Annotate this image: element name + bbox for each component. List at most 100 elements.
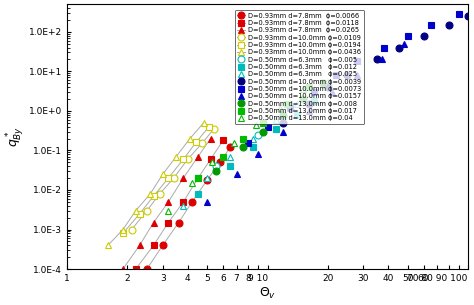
Line: D=0.50mm d=10.0mm ϕ=0.0039: D=0.50mm d=10.0mm ϕ=0.0039	[280, 13, 472, 126]
D=0.93mm d=7.8mm  ϕ=0.0118	[181, 200, 186, 204]
Line: D=0.93mm d=10.0mm ϕ=0.0194: D=0.93mm d=10.0mm ϕ=0.0194	[119, 123, 212, 237]
D=0.50mm d=6.3mm   ϕ=0.012	[227, 164, 233, 168]
D=0.50mm d=10.0mm ϕ=0.0073	[405, 34, 410, 38]
Y-axis label: $q^*_{By}$: $q^*_{By}$	[4, 126, 26, 147]
D=0.50mm d=13.0mm ϕ=0.017	[306, 85, 311, 89]
D=0.50mm d=6.3mm   ϕ=0.025	[273, 118, 279, 121]
D=0.50mm d=10.0mm ϕ=0.0073	[333, 74, 339, 77]
D=0.93mm d=10.0mm ϕ=0.0436	[105, 243, 111, 247]
D=0.50mm d=13.0mm ϕ=0.04	[231, 142, 237, 145]
D=0.50mm d=6.3mm   ϕ=0.012	[251, 145, 256, 149]
Line: D=0.50mm d=10.0mm ϕ=0.0073: D=0.50mm d=10.0mm ϕ=0.0073	[245, 11, 463, 147]
D=0.50mm d=10.0mm ϕ=0.0073	[288, 106, 293, 109]
D=0.50mm d=10.0mm ϕ=0.0039	[421, 34, 427, 38]
D=0.93mm d=10.0mm ϕ=0.0109	[157, 192, 163, 196]
Line: D=0.50mm d=13.0mm ϕ=0.008: D=0.50mm d=13.0mm ϕ=0.008	[212, 80, 327, 174]
D=0.93mm d=7.8mm  ϕ=0.0118	[195, 176, 201, 180]
D=0.93mm d=10.0mm ϕ=0.0436	[187, 137, 193, 140]
D=0.50mm d=10.0mm ϕ=0.0039	[345, 74, 350, 77]
D=0.50mm d=10.0mm ϕ=0.0073	[456, 12, 462, 16]
D=0.93mm d=7.8mm  ϕ=0.0265	[120, 267, 126, 271]
D=0.93mm d=7.8mm  ϕ=0.0066	[227, 145, 233, 149]
D=0.50mm d=6.3mm   ϕ=0.025	[294, 102, 300, 106]
Line: D=0.93mm d=7.8mm  ϕ=0.0118: D=0.93mm d=7.8mm ϕ=0.0118	[132, 137, 227, 273]
D=0.50mm d=13.0mm ϕ=0.008	[300, 97, 306, 101]
D=0.93mm d=7.8mm  ϕ=0.0066	[176, 221, 182, 224]
D=0.50mm d=6.3mm   ϕ=0.012	[273, 127, 279, 131]
D=0.93mm d=10.0mm ϕ=0.0194	[165, 176, 171, 180]
D=0.50mm d=6.3mm   ϕ=0.005	[281, 115, 286, 119]
D=0.93mm d=10.0mm ϕ=0.0436	[147, 192, 153, 196]
D=0.93mm d=10.0mm ϕ=0.0436	[173, 155, 179, 158]
D=0.50mm d=10.0mm ϕ=0.0039	[446, 23, 452, 27]
D=0.93mm d=7.8mm  ϕ=0.0118	[133, 267, 138, 271]
D=0.50mm d=10.0mm ϕ=0.0073	[381, 46, 387, 49]
D=0.50mm d=10.0mm ϕ=0.0073	[246, 142, 251, 145]
D=0.93mm d=10.0mm ϕ=0.0194	[137, 212, 142, 216]
D=0.50mm d=10.0mm ϕ=0.0157	[355, 74, 360, 77]
D=0.93mm d=7.8mm  ϕ=0.0118	[151, 243, 156, 247]
D=0.93mm d=7.8mm  ϕ=0.0066	[217, 160, 223, 164]
D=0.50mm d=13.0mm ϕ=0.008	[281, 113, 286, 117]
D=0.93mm d=10.0mm ϕ=0.0194	[120, 231, 126, 235]
D=0.50mm d=10.0mm ϕ=0.0073	[428, 23, 433, 27]
D=0.93mm d=10.0mm ϕ=0.0436	[201, 121, 207, 125]
D=0.50mm d=10.0mm ϕ=0.0157	[255, 152, 261, 156]
D=0.50mm d=10.0mm ϕ=0.0039	[465, 14, 471, 18]
D=0.50mm d=10.0mm ϕ=0.0039	[306, 102, 311, 106]
D=0.50mm d=13.0mm ϕ=0.008	[213, 169, 219, 173]
Legend: D=0.93mm d=7.8mm  ϕ=0.0066, D=0.93mm d=7.8mm  ϕ=0.0118, D=0.93mm d=7.8mm  ϕ=0.02: D=0.93mm d=7.8mm ϕ=0.0066, D=0.93mm d=7.…	[235, 10, 364, 124]
D=0.93mm d=7.8mm  ϕ=0.0265	[195, 155, 201, 158]
D=0.50mm d=6.3mm   ϕ=0.005	[213, 164, 219, 168]
D=0.93mm d=10.0mm ϕ=0.0194	[206, 125, 212, 128]
Line: D=0.93mm d=7.8mm  ϕ=0.0066: D=0.93mm d=7.8mm ϕ=0.0066	[143, 144, 234, 273]
D=0.93mm d=10.0mm ϕ=0.0109	[171, 176, 176, 180]
D=0.93mm d=10.0mm ϕ=0.0436	[120, 228, 126, 231]
Line: D=0.93mm d=10.0mm ϕ=0.0109: D=0.93mm d=10.0mm ϕ=0.0109	[128, 125, 218, 233]
D=0.50mm d=13.0mm ϕ=0.04	[165, 209, 171, 213]
D=0.50mm d=10.0mm ϕ=0.0157	[306, 109, 311, 113]
Line: D=0.50mm d=13.0mm ϕ=0.04: D=0.50mm d=13.0mm ϕ=0.04	[165, 86, 306, 214]
D=0.93mm d=7.8mm  ϕ=0.0265	[151, 221, 156, 224]
D=0.93mm d=7.8mm  ϕ=0.0118	[220, 138, 226, 142]
D=0.50mm d=10.0mm ϕ=0.0039	[325, 85, 331, 89]
D=0.50mm d=10.0mm ϕ=0.0073	[355, 59, 360, 63]
D=0.93mm d=7.8mm  ϕ=0.0265	[137, 243, 142, 247]
Line: D=0.93mm d=7.8mm  ϕ=0.0265: D=0.93mm d=7.8mm ϕ=0.0265	[119, 135, 214, 273]
Line: D=0.93mm d=10.0mm ϕ=0.0436: D=0.93mm d=10.0mm ϕ=0.0436	[104, 119, 207, 249]
D=0.50mm d=6.3mm   ϕ=0.012	[195, 192, 201, 196]
D=0.50mm d=13.0mm ϕ=0.04	[300, 88, 306, 91]
D=0.50mm d=10.0mm ϕ=0.0039	[396, 46, 401, 49]
Line: D=0.50mm d=6.3mm   ϕ=0.025: D=0.50mm d=6.3mm ϕ=0.025	[180, 100, 301, 209]
D=0.93mm d=7.8mm  ϕ=0.0066	[204, 178, 210, 182]
D=0.50mm d=6.3mm   ϕ=0.025	[181, 204, 186, 208]
D=0.93mm d=7.8mm  ϕ=0.0118	[208, 157, 213, 161]
D=0.50mm d=10.0mm ϕ=0.0157	[234, 172, 239, 176]
D=0.50mm d=6.3mm   ϕ=0.012	[294, 113, 300, 117]
D=0.50mm d=13.0mm ϕ=0.008	[320, 81, 326, 85]
D=0.93mm d=10.0mm ϕ=0.0436	[133, 209, 138, 213]
D=0.50mm d=13.0mm ϕ=0.017	[284, 102, 290, 106]
D=0.93mm d=7.8mm  ϕ=0.0066	[144, 267, 150, 271]
D=0.93mm d=10.0mm ϕ=0.0109	[199, 142, 205, 145]
D=0.93mm d=10.0mm ϕ=0.0194	[181, 157, 186, 161]
D=0.93mm d=7.8mm  ϕ=0.0066	[160, 243, 165, 247]
D=0.93mm d=10.0mm ϕ=0.0109	[144, 209, 150, 213]
D=0.50mm d=10.0mm ϕ=0.0039	[374, 58, 380, 61]
D=0.50mm d=10.0mm ϕ=0.0157	[204, 200, 210, 204]
D=0.93mm d=7.8mm  ϕ=0.0265	[181, 176, 186, 180]
D=0.50mm d=10.0mm ϕ=0.0157	[401, 42, 407, 45]
D=0.93mm d=7.8mm  ϕ=0.0265	[208, 137, 213, 140]
D=0.50mm d=13.0mm ϕ=0.008	[260, 130, 266, 133]
D=0.50mm d=6.3mm   ϕ=0.012	[311, 99, 317, 103]
D=0.50mm d=6.3mm   ϕ=0.005	[306, 97, 311, 101]
D=0.50mm d=6.3mm   ϕ=0.005	[255, 133, 261, 137]
D=0.50mm d=10.0mm ϕ=0.0073	[265, 125, 271, 128]
Line: D=0.50mm d=10.0mm ϕ=0.0157: D=0.50mm d=10.0mm ϕ=0.0157	[204, 40, 408, 205]
D=0.50mm d=13.0mm ϕ=0.04	[277, 106, 283, 109]
D=0.50mm d=13.0mm ϕ=0.04	[254, 123, 259, 127]
D=0.50mm d=13.0mm ϕ=0.008	[240, 145, 246, 149]
D=0.93mm d=10.0mm ϕ=0.0109	[185, 157, 191, 161]
D=0.50mm d=10.0mm ϕ=0.0157	[379, 58, 384, 61]
D=0.50mm d=10.0mm ϕ=0.0073	[311, 90, 317, 94]
